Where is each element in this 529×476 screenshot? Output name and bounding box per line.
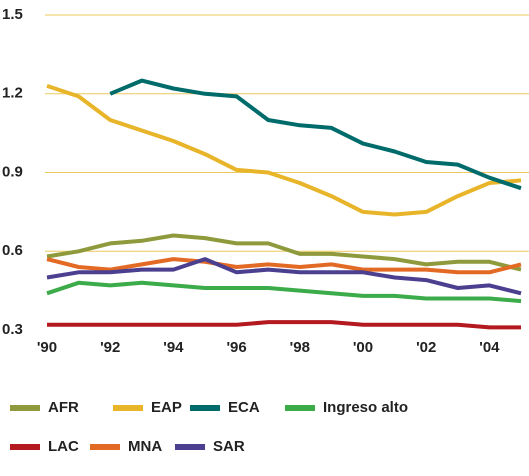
y-tick-label: 0.6 [2, 242, 23, 259]
line-series [46, 84, 522, 217]
legend-label: LAC [48, 438, 79, 455]
line-series [47, 320, 521, 330]
line-series [109, 78, 522, 191]
y-tick-label: 1.2 [2, 85, 23, 102]
x-tick-label: '92 [100, 339, 120, 356]
legend-label: SAR [213, 438, 245, 455]
line-series [46, 257, 522, 296]
y-tick-label: 0.9 [2, 163, 23, 180]
y-tick-label: 0.3 [2, 321, 23, 338]
legend-label: EAP [151, 399, 182, 416]
line-series [46, 257, 522, 275]
line-series [46, 233, 522, 272]
x-tick-label: '02 [416, 339, 436, 356]
legend-label: Ingreso alto [323, 399, 408, 416]
line-series [46, 280, 522, 304]
x-tick-label: '98 [290, 339, 310, 356]
legend-label: AFR [48, 399, 79, 416]
y-tick-label: 1.5 [2, 6, 23, 23]
legend-label: MNA [128, 438, 162, 455]
x-tick-label: '04 [479, 339, 500, 356]
x-tick-label: '96 [226, 339, 246, 356]
x-tick-label: '00 [353, 339, 373, 356]
x-tick-label: '90 [37, 339, 57, 356]
legend-label: ECA [228, 399, 260, 416]
x-tick-label: '94 [163, 339, 184, 356]
